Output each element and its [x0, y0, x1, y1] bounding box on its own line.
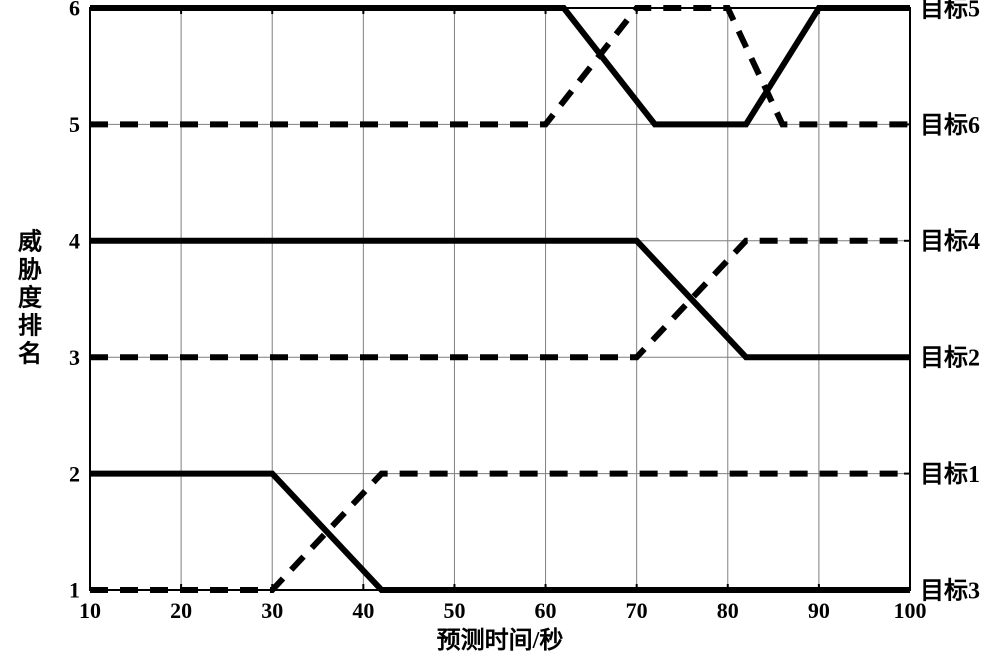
y-tick-label: 3: [69, 345, 80, 370]
chart-svg: 102030405060708090100123456预测时间/秒威胁度排名目标…: [0, 0, 1000, 653]
x-tick-label: 90: [808, 598, 830, 623]
series-label-target6: 目标6: [920, 112, 980, 139]
y-axis-title: 威胁度排名: [18, 227, 43, 367]
chart-bg: [0, 0, 1000, 653]
threat-ranking-chart: 102030405060708090100123456预测时间/秒威胁度排名目标…: [0, 0, 1000, 653]
series-label-target2: 目标2: [920, 345, 980, 372]
series-label-target3: 目标3: [920, 577, 980, 604]
x-tick-label: 80: [717, 598, 739, 623]
y-tick-label: 5: [69, 112, 80, 137]
x-tick-label: 50: [443, 598, 465, 623]
x-axis-title: 预测时间/秒: [437, 627, 564, 653]
x-tick-label: 20: [170, 598, 192, 623]
x-tick-label: 60: [535, 598, 557, 623]
y-tick-label: 1: [69, 578, 80, 603]
x-tick-label: 30: [261, 598, 283, 623]
series-label-target5: 目标5: [920, 0, 980, 22]
y-tick-label: 4: [69, 229, 80, 254]
x-tick-label: 70: [626, 598, 648, 623]
y-tick-label: 2: [69, 461, 80, 486]
x-tick-label: 10: [79, 598, 101, 623]
series-label-target1: 目标1: [920, 461, 980, 488]
x-tick-label: 40: [352, 598, 374, 623]
series-label-target4: 目标4: [920, 228, 980, 255]
y-tick-label: 6: [69, 0, 80, 21]
